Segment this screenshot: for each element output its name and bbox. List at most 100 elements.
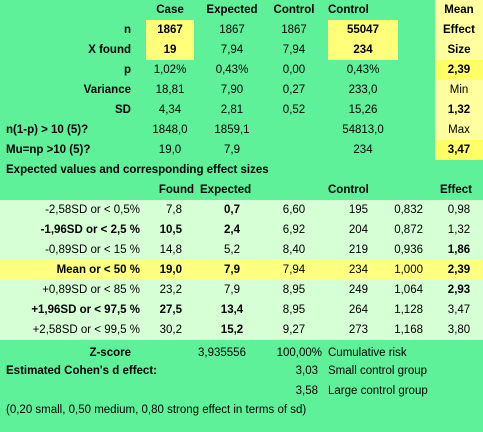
effect-row-c1[interactable]: 195 [348,204,368,216]
effect-row-found[interactable]: 23,2 [159,284,182,296]
effect-row-found[interactable]: 27,5 [159,304,182,316]
zscore-value[interactable]: 3,935556 [198,347,246,359]
cell-var-control[interactable]: 0,27 [282,84,306,96]
effect-row-control[interactable]: 6,92 [282,224,306,236]
effect-row-c1[interactable]: 273 [348,324,368,336]
effect-row-c1[interactable]: 264 [348,304,368,316]
header-expected[interactable]: Expected [206,4,258,16]
effect-row-effect[interactable]: 2,39 [447,264,471,276]
effect-row-c2[interactable]: 0,872 [394,224,423,236]
header-mean[interactable]: Mean [435,0,483,20]
effect-row-c2[interactable]: 1,000 [394,264,423,276]
cell-sd-case[interactable]: 4,34 [158,104,182,116]
cohen-large-value[interactable]: 3,58 [295,385,318,397]
effect-row-control[interactable]: 8,95 [282,284,306,296]
subheader-control[interactable]: Control [328,184,369,196]
cell-n-case[interactable]: 1867 [146,20,194,40]
effect-row-effect[interactable]: 1,32 [447,224,471,236]
effect-row-expected[interactable]: 15,2 [220,324,244,336]
effect-row-c1[interactable]: 204 [348,224,368,236]
row-var-label[interactable]: Variance [83,84,131,96]
cell-x-expected[interactable]: 7,94 [220,44,244,56]
effect-row-c2[interactable]: 0,832 [394,204,423,216]
cell-x-control2[interactable]: 234 [328,40,398,60]
cell-p-case[interactable]: 1,02% [153,64,187,76]
subheader-expected[interactable]: Expected [200,184,252,196]
cell-n1p-case[interactable]: 1848,0 [152,124,188,136]
row-p-label[interactable]: p [123,64,131,76]
effect-row-effect[interactable]: 0,98 [447,204,471,216]
cell-sd-expected[interactable]: 2,81 [220,104,244,116]
cell-n-control2[interactable]: 55047 [328,20,398,40]
cohen-note[interactable]: (0,20 small, 0,50 medium, 0,80 strong ef… [6,404,307,416]
effect-row-found[interactable]: 14,8 [159,244,182,256]
cell-n1p-control2[interactable]: 54813,0 [342,124,384,136]
header-control2[interactable]: Control [328,4,369,16]
effect-row-effect[interactable]: 3,47 [447,304,471,316]
effect-row-found[interactable]: 19,0 [159,264,182,276]
zscore-desc[interactable]: Cumulative risk [328,347,407,359]
cell-var-expected[interactable]: 7,90 [220,84,244,96]
effect-row-label[interactable]: +0,89SD or < 85 % [42,284,140,296]
effect-row-found[interactable]: 7,8 [166,204,182,216]
effect-row-expected[interactable]: 13,4 [220,304,244,316]
cell-n-expected[interactable]: 1867 [219,24,245,36]
effect-row-control[interactable]: 9,27 [282,324,306,336]
effect-row-control[interactable]: 8,40 [282,244,306,256]
effect-row-c2[interactable]: 1,064 [394,284,423,296]
effect-row-c1[interactable]: 249 [348,284,368,296]
effect-row-expected[interactable]: 2,4 [224,224,240,236]
effect-row-effect[interactable]: 2,93 [447,284,471,296]
cell-n1p-expected[interactable]: 1859,1 [214,124,250,136]
cell-mu-max-value[interactable]: 3,47 [435,140,483,160]
row-sd-label[interactable]: SD [115,104,131,116]
cell-sd-control[interactable]: 0,52 [282,104,306,116]
row-n-label[interactable]: n [123,24,131,36]
zscore-label[interactable]: Z-score [89,347,131,359]
effect-row-control[interactable]: 7,94 [282,264,306,276]
effect-row-c1[interactable]: 219 [348,244,368,256]
effect-row-found[interactable]: 10,5 [159,224,182,236]
cohen-large-desc[interactable]: Large control group [328,385,428,397]
cell-var-control2[interactable]: 233,0 [348,84,378,96]
cell-var-case[interactable]: 18,81 [155,84,185,96]
effect-row-c1[interactable]: 234 [348,264,368,276]
subheader-found[interactable]: Found [158,184,194,196]
row-mu-label[interactable]: Mu=np >10 (5)? [6,144,91,156]
header-control[interactable]: Control [273,4,315,16]
effect-row-c2[interactable]: 0,936 [394,244,423,256]
header-case[interactable]: Case [156,4,184,16]
effect-row-label[interactable]: -1,96SD or < 2,5 % [40,224,140,236]
effect-row-expected[interactable]: 5,2 [224,244,240,256]
effect-row-expected[interactable]: 7,9 [224,284,240,296]
subheader-effect[interactable]: Effect [440,184,472,196]
cell-var-min-label[interactable]: Min [435,80,483,100]
cell-n-control[interactable]: 1867 [281,24,307,36]
effect-row-expected[interactable]: 7,9 [224,264,240,276]
zscore-percent[interactable]: 100,00% [276,347,322,359]
cell-x-case[interactable]: 19 [146,40,194,60]
cell-p-effect[interactable]: 2,39 [435,60,483,80]
effect-row-label[interactable]: +1,96SD or < 97,5 % [31,304,140,316]
effect-row-c2[interactable]: 1,128 [394,304,423,316]
cell-sd-control2[interactable]: 15,26 [348,104,378,116]
effect-row-label[interactable]: -0,89SD or < 15 % [45,244,140,256]
cell-x-control[interactable]: 7,94 [282,44,306,56]
effect-row-label[interactable]: +2,58SD or < 99,5 % [32,324,140,336]
effect-row-label[interactable]: -2,58SD or < 0,5% [45,204,140,216]
cell-sd-min-value[interactable]: 1,32 [435,100,483,120]
effect-row-control[interactable]: 8,95 [282,304,306,316]
cell-n-effect-label[interactable]: Effect [435,20,483,40]
effect-row-expected[interactable]: 0,7 [224,204,240,216]
cohen-small-desc[interactable]: Small control group [328,365,428,377]
row-n1p-label[interactable]: n(1-p) > 10 (5)? [6,124,89,136]
cell-p-control2[interactable]: 0,43% [346,64,380,76]
section-title[interactable]: Expected values and corresponding effect… [6,164,269,176]
cell-p-control[interactable]: 0,00 [282,64,306,76]
row-x-label[interactable]: X found [88,44,131,56]
cell-mu-control2[interactable]: 234 [353,144,373,156]
cell-mu-case[interactable]: 19,0 [158,144,182,156]
cohen-small-value[interactable]: 3,03 [295,365,318,377]
effect-row-control[interactable]: 6,60 [282,204,306,216]
effect-row-effect[interactable]: 1,86 [447,244,471,256]
